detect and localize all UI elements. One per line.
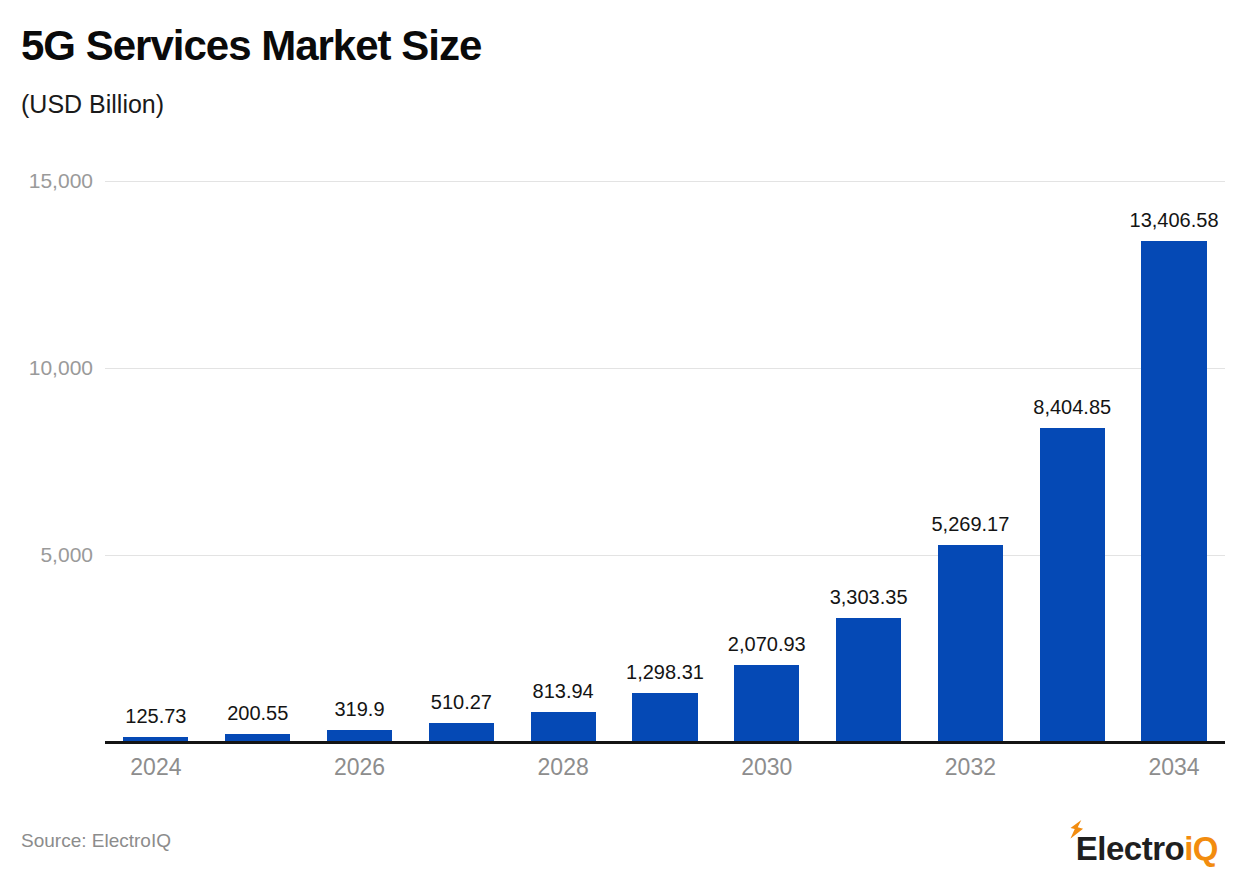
x-tick-label: 2034 (1148, 754, 1199, 780)
bar-slot: 8,404.85 (1021, 181, 1123, 742)
bar-slot: 510.27 (410, 181, 512, 742)
x-tick-label: 2024 (130, 754, 181, 780)
bar-slot: 200.55 (207, 181, 309, 742)
y-tick-label: 10,000 (0, 356, 93, 380)
bar-value-label: 510.27 (431, 691, 492, 713)
x-tick-slot (818, 752, 920, 782)
bar-2028 (531, 712, 596, 742)
bar-2027 (429, 723, 494, 742)
bar-value-label: 319.9 (335, 698, 385, 720)
x-tick-slot (207, 752, 309, 782)
bar-2034 (1141, 241, 1206, 742)
x-tick-slot: 2026 (309, 752, 411, 782)
x-tick-label: 2032 (945, 754, 996, 780)
electroiq-logo: ElectroiQ (1076, 830, 1218, 868)
bar-2031 (836, 618, 901, 742)
x-tick-slot: 2032 (920, 752, 1022, 782)
x-tick-label: 2030 (741, 754, 792, 780)
x-tick-slot (1021, 752, 1123, 782)
bar-value-label: 813.94 (533, 680, 594, 702)
bar-slot: 5,269.17 (920, 181, 1022, 742)
bars-layer: 125.73 200.55 319.9 510.27 813.94 1,298.31 2,0… (105, 181, 1225, 742)
x-axis-labels: 2024 2026 2028 2030 2032 2034 (105, 752, 1225, 782)
x-tick-slot (614, 752, 716, 782)
source-note: Source: ElectroIQ (21, 830, 171, 852)
logo-text-accent: iQ (1184, 830, 1218, 867)
x-tick-label: 2028 (538, 754, 589, 780)
bar-value-label: 13,406.58 (1130, 209, 1219, 231)
y-axis-labels: 5,00010,00015,000 (0, 181, 93, 742)
chart-title: 5G Services Market Size (21, 22, 481, 70)
bar-value-label: 8,404.85 (1033, 396, 1111, 418)
y-tick-label: 5,000 (0, 543, 93, 567)
bar-value-label: 1,298.31 (626, 661, 704, 683)
x-tick-label: 2026 (334, 754, 385, 780)
chart-subtitle: (USD Billion) (21, 90, 164, 119)
chart-page: 5G Services Market Size (USD Billion) 12… (0, 0, 1240, 876)
bar-value-label: 2,070.93 (728, 633, 806, 655)
bar-2033 (1040, 428, 1105, 742)
bar-slot: 1,298.31 (614, 181, 716, 742)
y-tick-label: 15,000 (0, 169, 93, 193)
x-tick-slot (410, 752, 512, 782)
bar-value-label: 3,303.35 (830, 586, 908, 608)
bar-value-label: 125.73 (125, 705, 186, 727)
bar-2032 (938, 545, 1003, 742)
logo-text-dark: Electro (1076, 830, 1184, 867)
bar-value-label: 5,269.17 (931, 513, 1009, 535)
bar-slot: 13,406.58 (1123, 181, 1225, 742)
bar-slot: 2,070.93 (716, 181, 818, 742)
bar-slot: 319.9 (309, 181, 411, 742)
x-tick-slot: 2030 (716, 752, 818, 782)
bar-2030 (734, 665, 799, 742)
bar-2029 (632, 693, 697, 742)
bar-slot: 3,303.35 (818, 181, 920, 742)
x-tick-slot: 2028 (512, 752, 614, 782)
x-axis-line (105, 741, 1225, 744)
bar-slot: 125.73 (105, 181, 207, 742)
plot-area: 125.73 200.55 319.9 510.27 813.94 1,298.31 2,0… (105, 181, 1225, 742)
x-tick-slot: 2034 (1123, 752, 1225, 782)
bar-slot: 813.94 (512, 181, 614, 742)
x-tick-slot: 2024 (105, 752, 207, 782)
bar-value-label: 200.55 (227, 702, 288, 724)
